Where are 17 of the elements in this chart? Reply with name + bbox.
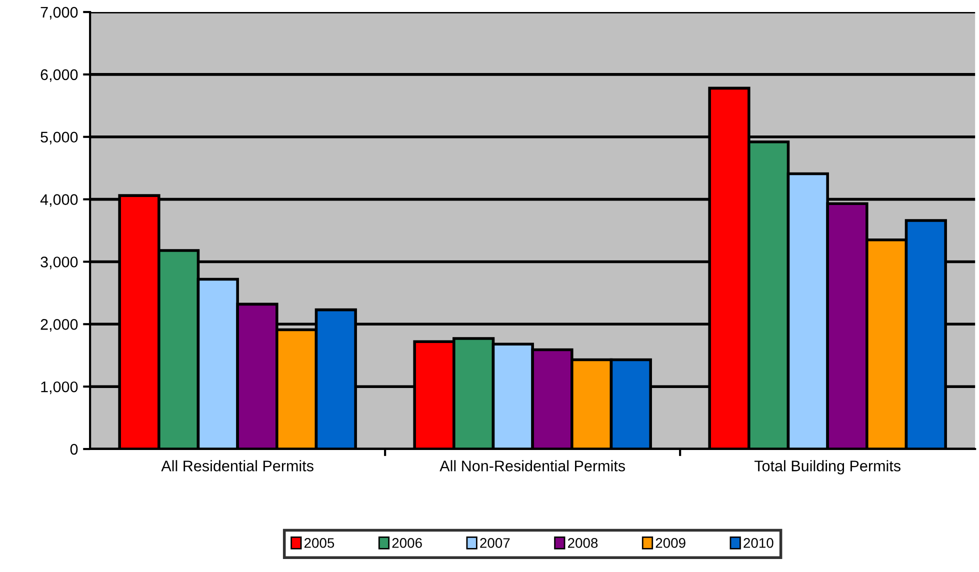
x-tick-label: Total Building Permits: [754, 460, 900, 474]
x-tick-label: All Residential Permits: [161, 460, 314, 472]
legend-label: 2006: [392, 538, 422, 548]
y-tick-label: 3,000: [40, 256, 78, 270]
legend-label: 2008: [568, 538, 598, 548]
y-tick-label: 4,000: [40, 194, 78, 207]
legend-label: 2009: [656, 538, 686, 548]
legend-label: 2010: [744, 538, 774, 548]
y-tick-label: 6,000: [40, 69, 78, 82]
legend-label: 2007: [480, 538, 510, 548]
y-tick-label: 7,000: [40, 6, 78, 20]
y-tick-label: 2,000: [40, 319, 78, 332]
y-tick-label: 5,000: [40, 132, 78, 144]
x-tick-label: All Non-Residential Permits: [440, 460, 625, 472]
y-tick-label: 1,000: [41, 381, 78, 394]
legend-label: 2005: [304, 538, 334, 548]
y-tick-label: 0: [70, 444, 78, 455]
